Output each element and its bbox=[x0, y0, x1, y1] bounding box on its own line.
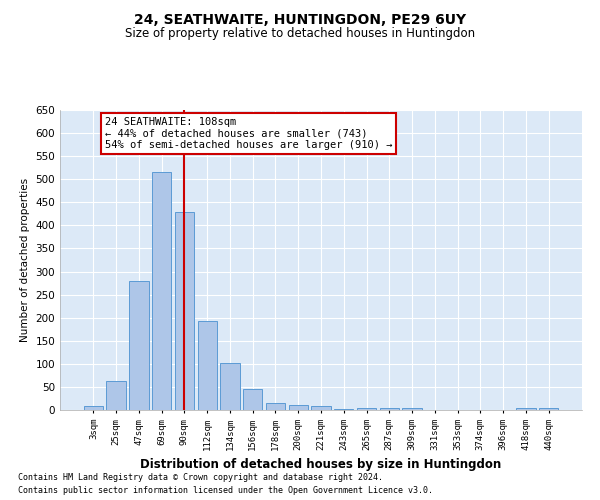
Bar bbox=[311, 406, 331, 410]
Bar bbox=[220, 363, 239, 410]
Text: Contains HM Land Registry data © Crown copyright and database right 2024.: Contains HM Land Registry data © Crown c… bbox=[18, 474, 383, 482]
Text: 24 SEATHWAITE: 108sqm
← 44% of detached houses are smaller (743)
54% of semi-det: 24 SEATHWAITE: 108sqm ← 44% of detached … bbox=[105, 117, 392, 150]
Bar bbox=[380, 408, 399, 410]
Bar bbox=[84, 406, 103, 410]
Y-axis label: Number of detached properties: Number of detached properties bbox=[20, 178, 30, 342]
Bar bbox=[152, 172, 172, 410]
X-axis label: Distribution of detached houses by size in Huntingdon: Distribution of detached houses by size … bbox=[140, 458, 502, 471]
Bar bbox=[129, 281, 149, 410]
Bar bbox=[175, 212, 194, 410]
Bar bbox=[289, 406, 308, 410]
Text: Contains public sector information licensed under the Open Government Licence v3: Contains public sector information licen… bbox=[18, 486, 433, 495]
Bar bbox=[334, 409, 353, 410]
Text: 24, SEATHWAITE, HUNTINGDON, PE29 6UY: 24, SEATHWAITE, HUNTINGDON, PE29 6UY bbox=[134, 12, 466, 26]
Bar bbox=[266, 403, 285, 410]
Bar bbox=[243, 389, 262, 410]
Bar bbox=[403, 408, 422, 410]
Bar bbox=[516, 408, 536, 410]
Bar bbox=[197, 321, 217, 410]
Bar bbox=[539, 408, 558, 410]
Bar bbox=[106, 382, 126, 410]
Text: Size of property relative to detached houses in Huntingdon: Size of property relative to detached ho… bbox=[125, 28, 475, 40]
Bar bbox=[357, 408, 376, 410]
